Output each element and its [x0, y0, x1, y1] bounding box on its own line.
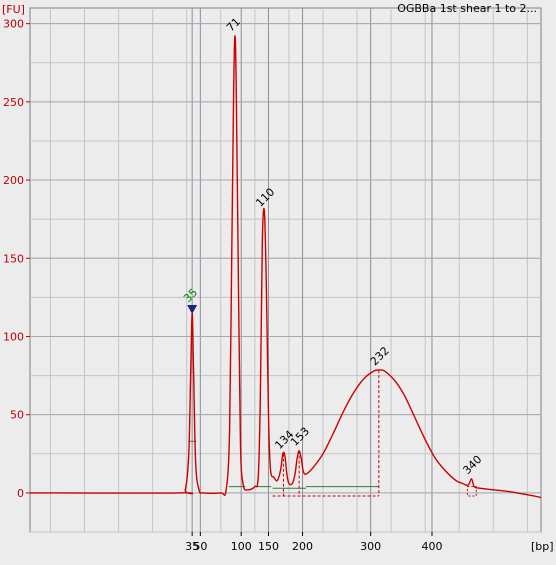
x-tick-label: 35	[185, 540, 199, 553]
y-axis-ticks: 0 50 100 150 200 250 300	[3, 18, 30, 500]
x-axis-unit: [bp]	[531, 540, 554, 553]
y-tick-label: 0	[17, 487, 24, 500]
chart-title: OGBBa 1st shear 1 to 2...	[397, 2, 537, 15]
x-tick-label: 200	[292, 540, 313, 553]
plot-area	[29, 7, 542, 533]
y-tick-label: 50	[10, 409, 24, 422]
peak-box-340	[466, 486, 477, 497]
x-tick-label: 50	[193, 540, 207, 553]
y-tick-label: 100	[3, 330, 24, 343]
y-axis-unit: [FU]	[2, 3, 25, 16]
x-tick-label: 300	[360, 540, 381, 553]
peak-drop-lines	[272, 370, 477, 497]
series-line-trace	[29, 35, 542, 499]
y-tick-label: 150	[3, 252, 24, 265]
x-tick-label: 100	[231, 540, 252, 553]
x-tick-label: 400	[421, 540, 442, 553]
x-tick-label: 150	[258, 540, 279, 553]
y-tick-label: 200	[3, 174, 24, 187]
y-tick-label: 300	[3, 18, 24, 31]
y-tick-label: 250	[3, 96, 24, 109]
grid-lines	[30, 8, 541, 533]
marker-triangle-icon	[187, 305, 198, 315]
